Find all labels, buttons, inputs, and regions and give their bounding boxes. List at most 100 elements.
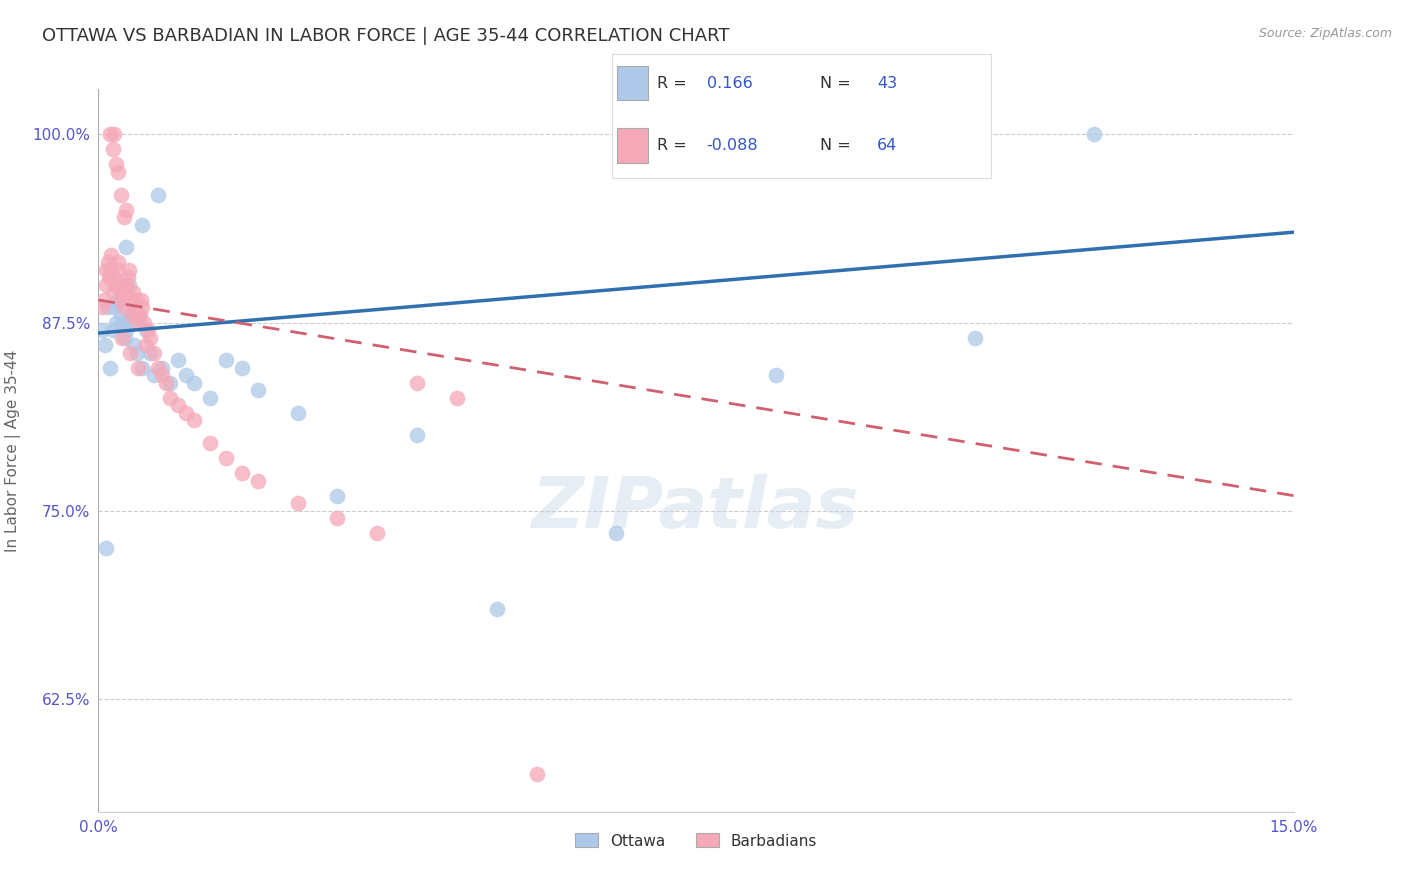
Point (103, 128, 125, 142)
Point (104, 316, 127, 330)
Point (326, 489, 349, 503)
Point (117, 270, 139, 285)
Point (97, 270, 120, 285)
Point (111, 293, 134, 307)
Point (103, 301, 125, 315)
Point (96, 262, 118, 277)
Point (91, 301, 114, 315)
Text: R =: R = (657, 138, 688, 153)
Point (136, 323, 159, 337)
Point (131, 218, 153, 232)
Point (101, 323, 124, 337)
Point (406, 376, 429, 390)
Point (150, 368, 173, 383)
Point (98, 128, 122, 142)
Point (107, 255, 129, 269)
Point (148, 360, 170, 375)
Point (115, 202, 138, 217)
Point (120, 308, 142, 322)
Point (107, 165, 129, 179)
Point (446, 391, 468, 405)
Point (114, 277, 136, 292)
Text: ZIPatlas: ZIPatlas (533, 474, 859, 542)
Point (107, 293, 129, 307)
Point (143, 345, 166, 359)
Point (131, 293, 153, 307)
Point (112, 301, 135, 315)
Bar (617, 66, 648, 101)
Point (112, 210, 135, 224)
Point (115, 285, 138, 300)
Text: R =: R = (657, 76, 688, 91)
Point (183, 413, 205, 427)
Point (94, 277, 117, 292)
Text: 0.166: 0.166 (707, 76, 752, 91)
Point (128, 308, 150, 322)
Point (159, 376, 181, 390)
Point (98, 360, 122, 375)
Point (765, 368, 787, 383)
Point (111, 330, 134, 344)
Point (167, 398, 190, 412)
Point (93, 293, 115, 307)
Point (122, 285, 145, 300)
Point (107, 262, 129, 277)
Point (246, 474, 269, 488)
Point (98, 262, 122, 277)
Point (605, 526, 627, 541)
Point (110, 187, 132, 202)
Point (125, 293, 148, 307)
Point (114, 330, 136, 344)
Point (159, 391, 181, 405)
Point (94, 338, 117, 352)
Point (139, 330, 162, 344)
Point (127, 316, 149, 330)
Point (231, 466, 253, 480)
Point (963, 330, 986, 344)
Point (124, 338, 146, 352)
Text: 43: 43 (877, 76, 897, 91)
Point (97, 255, 120, 269)
Point (135, 323, 157, 337)
Point (118, 277, 141, 292)
Point (121, 308, 143, 322)
Point (231, 360, 253, 375)
Point (143, 368, 166, 383)
Point (103, 285, 125, 300)
Point (127, 308, 149, 322)
Point (101, 142, 124, 156)
Point (115, 240, 138, 254)
Point (155, 376, 177, 390)
Point (97, 301, 120, 315)
Point (125, 345, 148, 359)
Text: 64: 64 (877, 138, 897, 153)
Y-axis label: In Labor Force | Age 35-44: In Labor Force | Age 35-44 (6, 350, 21, 551)
Point (215, 450, 238, 465)
Point (1083, 128, 1105, 142)
Point (198, 391, 221, 405)
Point (139, 345, 162, 359)
Point (124, 301, 146, 315)
Text: Source: ZipAtlas.com: Source: ZipAtlas.com (1258, 27, 1392, 40)
Text: -0.088: -0.088 (707, 138, 758, 153)
Point (111, 316, 134, 330)
Point (115, 323, 138, 337)
Point (131, 301, 153, 315)
Point (326, 511, 349, 525)
Point (246, 384, 269, 398)
Point (406, 428, 429, 442)
Point (127, 360, 149, 375)
Point (287, 406, 309, 420)
Point (104, 157, 127, 171)
Text: N =: N = (821, 138, 851, 153)
Point (91, 323, 114, 337)
Point (125, 308, 148, 322)
Point (174, 406, 197, 420)
Point (100, 248, 122, 262)
Point (526, 767, 548, 781)
Point (120, 293, 142, 307)
Point (135, 338, 157, 352)
Text: N =: N = (821, 76, 851, 91)
Point (167, 353, 190, 368)
Point (110, 308, 132, 322)
